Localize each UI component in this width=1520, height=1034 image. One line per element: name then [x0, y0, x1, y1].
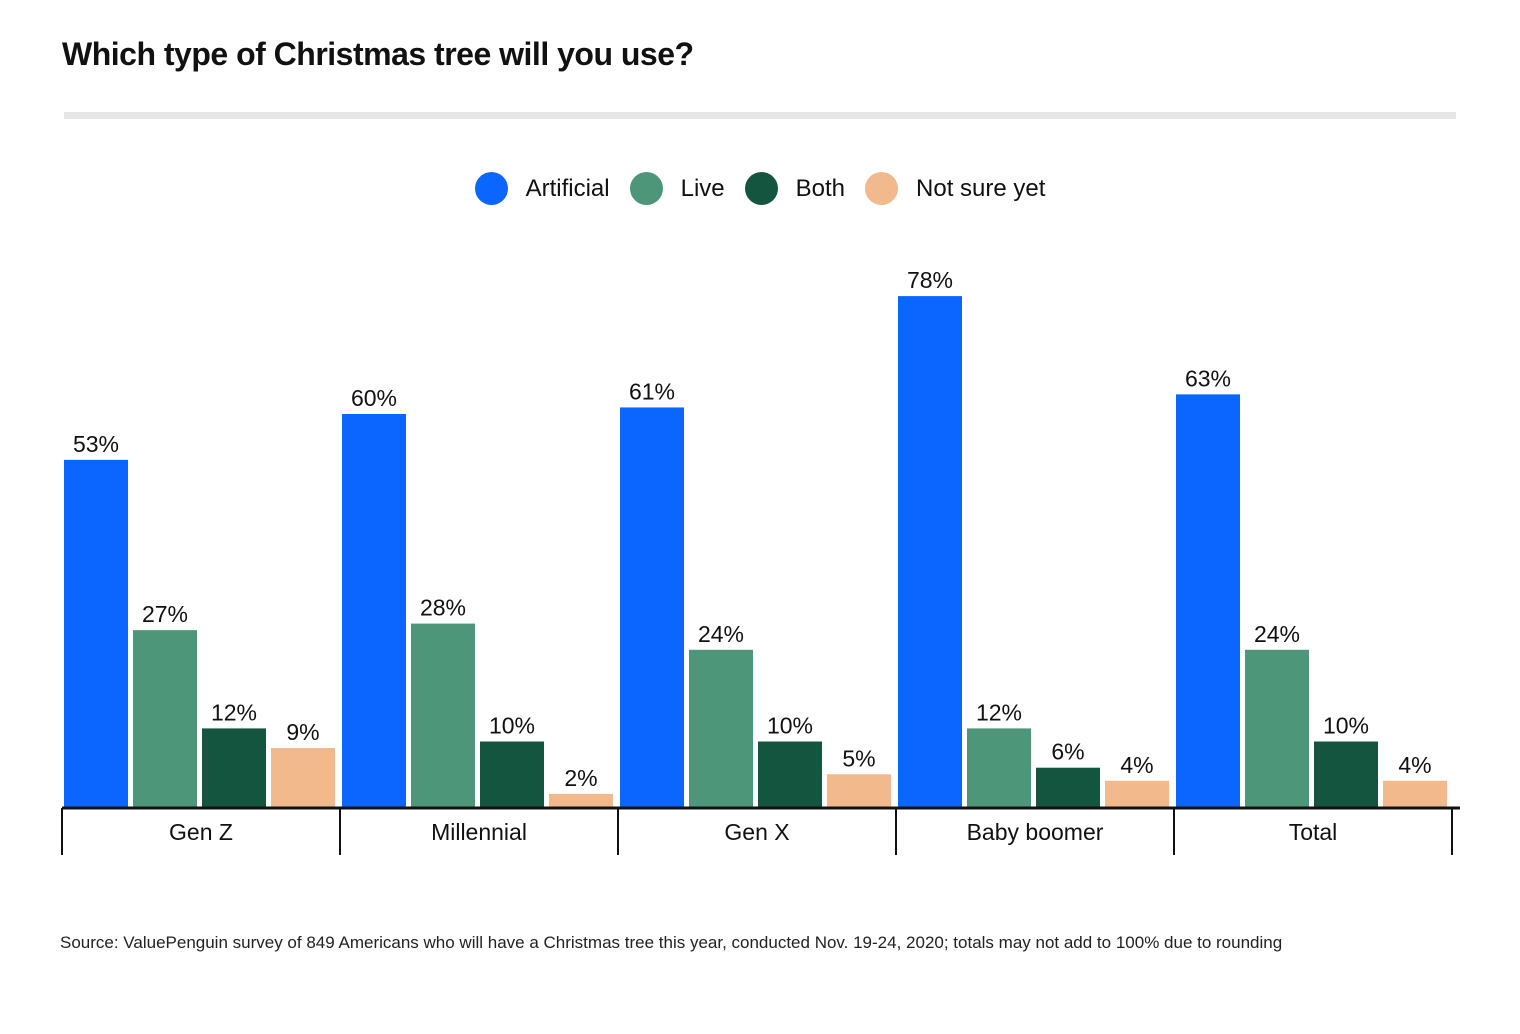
x-tick-label-millennial: Millennial: [431, 819, 527, 845]
bar-total-not-sure-yet: [1383, 780, 1447, 807]
x-tick-label-gen-z: Gen Z: [169, 819, 233, 845]
bar-gen-z-live: [133, 630, 197, 807]
data-label-millennial-both: 10%: [489, 713, 535, 739]
bar-baby-boomer-artificial: [898, 296, 962, 807]
bar-millennial-both: [480, 741, 544, 807]
data-label-gen-x-both: 10%: [767, 713, 813, 739]
legend-item-live: Live: [629, 172, 725, 205]
bar-gen-x-artificial: [620, 407, 684, 807]
bar-gen-x-live: [689, 649, 753, 807]
bar-gen-x-not-sure-yet: [827, 774, 891, 807]
data-label-gen-z-not-sure-yet: 9%: [286, 719, 319, 745]
legend-item-artificial: Artificial: [474, 172, 610, 205]
legend-label-both: Both: [795, 174, 846, 202]
bar-baby-boomer-both: [1036, 767, 1100, 807]
bar-baby-boomer-live: [967, 728, 1031, 807]
chart-legend: Artificial Live Both Not sure yet: [0, 172, 1520, 205]
title-divider: [64, 112, 1456, 119]
data-label-gen-z-both: 12%: [211, 699, 257, 725]
legend-swatch-live: [629, 172, 663, 205]
data-label-gen-x-live: 24%: [698, 621, 744, 647]
legend-swatch-both: [744, 172, 778, 205]
legend-swatch-not-sure-yet: [865, 172, 899, 205]
data-label-baby-boomer-not-sure-yet: 4%: [1120, 752, 1153, 778]
x-tick-label-gen-x: Gen X: [724, 819, 789, 845]
bar-millennial-live: [411, 623, 475, 807]
data-label-total-artificial: 63%: [1185, 365, 1231, 391]
data-label-gen-x-artificial: 61%: [629, 378, 675, 404]
x-tick-label-baby-boomer: Baby boomer: [967, 819, 1104, 845]
data-label-baby-boomer-artificial: 78%: [907, 267, 953, 293]
bar-baby-boomer-not-sure-yet: [1105, 780, 1169, 807]
legend-item-both: Both: [744, 172, 846, 205]
data-label-total-both: 10%: [1323, 713, 1369, 739]
data-label-millennial-artificial: 60%: [351, 385, 397, 411]
bar-gen-z-both: [202, 728, 266, 807]
bar-total-artificial: [1176, 394, 1240, 807]
bar-millennial-not-sure-yet: [549, 793, 613, 807]
bar-total-live: [1245, 649, 1309, 807]
data-label-baby-boomer-both: 6%: [1051, 739, 1084, 765]
bar-total-both: [1314, 741, 1378, 807]
data-label-gen-z-live: 27%: [142, 601, 188, 627]
data-label-gen-x-not-sure-yet: 5%: [842, 745, 875, 771]
data-label-millennial-live: 28%: [420, 595, 466, 621]
data-label-baby-boomer-live: 12%: [976, 699, 1022, 725]
data-label-gen-z-artificial: 53%: [73, 431, 119, 457]
x-tick-label-total: Total: [1289, 819, 1338, 845]
legend-swatch-artificial: [474, 172, 508, 205]
source-note: Source: ValuePenguin survey of 849 Ameri…: [60, 933, 1283, 952]
legend-label-not-sure-yet: Not sure yet: [916, 174, 1046, 202]
bar-gen-x-both: [758, 741, 822, 807]
bar-gen-z-artificial: [64, 459, 128, 807]
legend-item-not-sure-yet: Not sure yet: [865, 172, 1045, 205]
data-label-total-not-sure-yet: 4%: [1398, 752, 1431, 778]
bar-millennial-artificial: [342, 414, 406, 807]
legend-label-live: Live: [680, 174, 725, 202]
data-label-millennial-not-sure-yet: 2%: [564, 765, 597, 791]
legend-label-artificial: Artificial: [525, 174, 610, 202]
bar-chart: 53% 27% 12% 9% Gen Z 60% 28% 10% 2% Millennial 61%…: [61, 267, 1460, 855]
data-label-total-live: 24%: [1254, 621, 1300, 647]
bar-gen-z-not-sure-yet: [271, 748, 335, 807]
chart-title: Which type of Christmas tree will you us…: [62, 36, 694, 72]
